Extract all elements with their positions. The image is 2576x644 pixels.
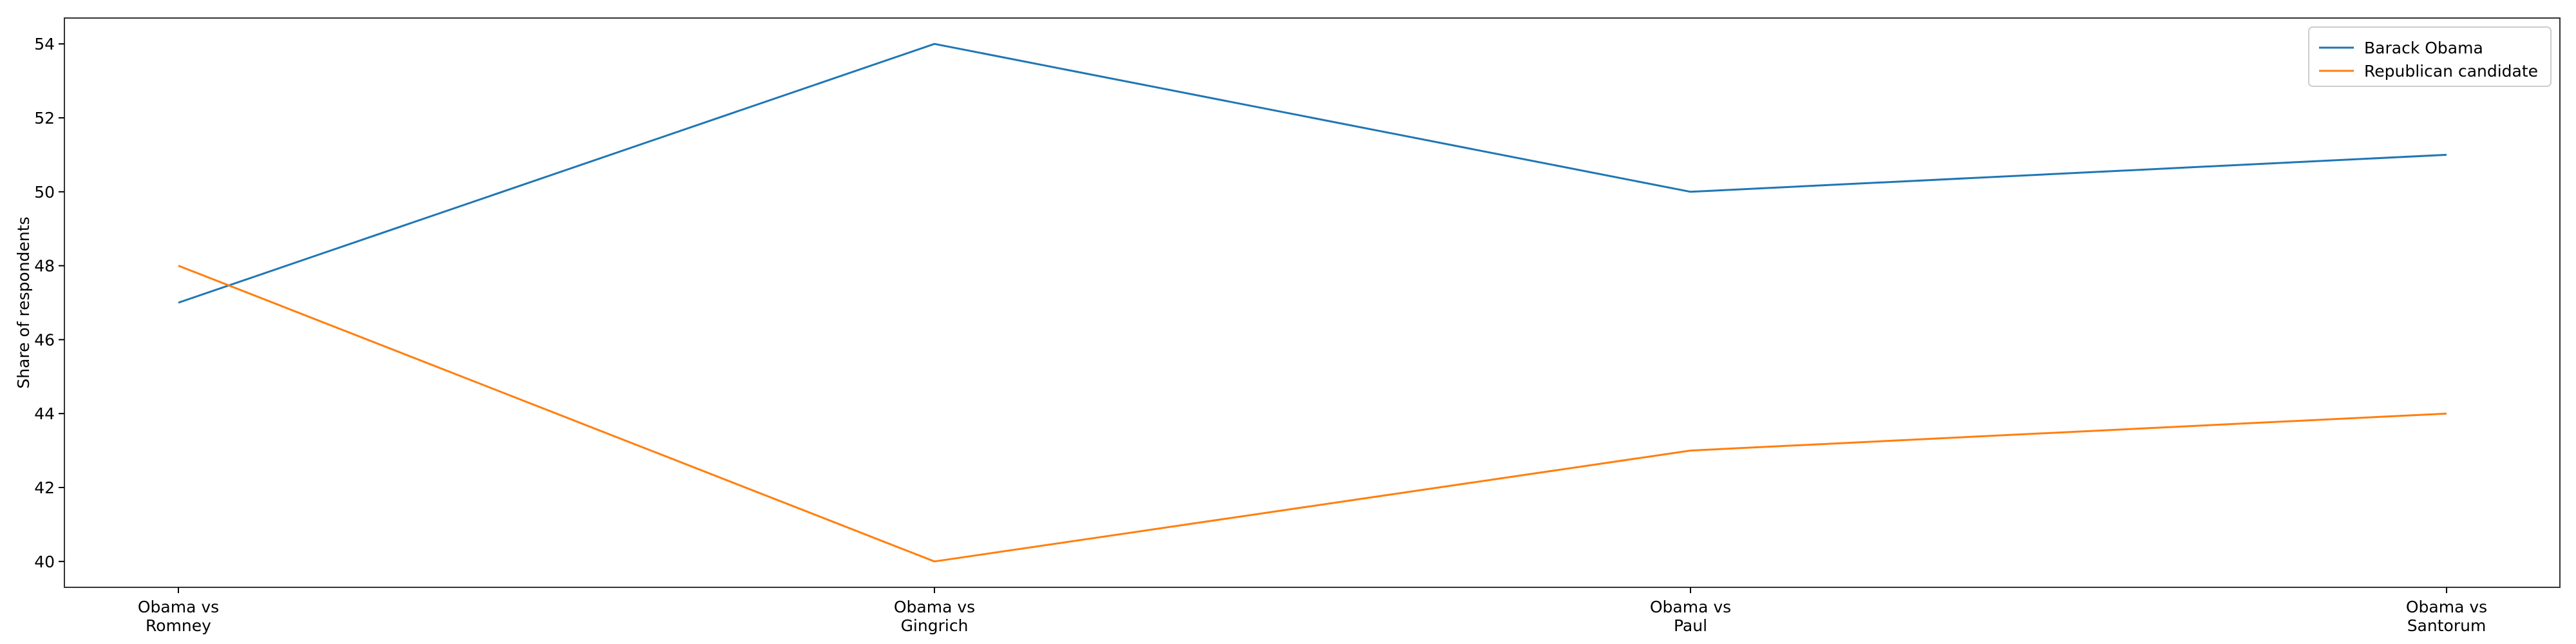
- series-line-1: [178, 265, 2447, 563]
- legend-label: Republican candidate: [2364, 62, 2538, 80]
- y-axis-label: Share of respondents: [14, 216, 33, 388]
- legend-label: Barack Obama: [2364, 39, 2483, 57]
- x-tick-label: Obama vs Gingrich: [894, 598, 975, 635]
- x-axis: Obama vs Romney Obama vs Gingrich Obama vs Pa…: [138, 587, 2487, 635]
- y-tick-label: 44: [34, 404, 55, 423]
- y-tick-label: 54: [34, 35, 55, 53]
- x-tick-label: Obama vs Paul: [1650, 598, 1731, 635]
- y-tick-label: 48: [34, 257, 55, 276]
- x-tick-label: Obama vs Romney: [138, 598, 219, 635]
- series-line-0: [178, 43, 2447, 304]
- y-tick-label: 42: [34, 478, 55, 497]
- plot-area: [64, 17, 2561, 588]
- y-axis: 40 42 44 46 48 50 52 54: [34, 35, 64, 571]
- series-layer: [178, 43, 2447, 563]
- legend-box: [2308, 26, 2552, 87]
- x-tick-label: Obama vs Santorum: [2406, 598, 2487, 635]
- y-tick-label: 50: [34, 183, 55, 202]
- y-tick-label: 40: [34, 553, 55, 571]
- y-tick-label: 46: [34, 330, 55, 349]
- legend: Barack Obama Republican candidate: [2308, 26, 2552, 87]
- y-tick-label: 52: [34, 109, 55, 128]
